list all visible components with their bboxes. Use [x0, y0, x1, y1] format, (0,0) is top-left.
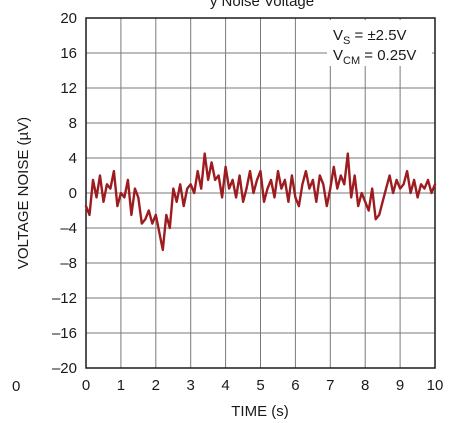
y-tick-label: 8	[69, 115, 77, 132]
x-tick-label: 8	[361, 377, 369, 394]
y-tick-label: –16	[52, 325, 77, 342]
x-tick-labels: 0 1 2 3 4 5 6 7 8 9 10	[82, 377, 444, 394]
y-tick-label: 12	[60, 80, 77, 97]
noise-trace-line	[84, 152, 437, 252]
x-tick-label: 3	[187, 377, 195, 394]
y-axis-label: VOLTAGE NOISE (µV)	[15, 117, 32, 269]
y-tick-label: –4	[60, 220, 77, 237]
x-tick-label: 7	[326, 377, 334, 394]
annotation-box	[327, 20, 432, 66]
y-tick-labels: 20 16 12 8 4 0 –4 –8 –12 –16 –20	[52, 10, 77, 377]
plot-frame	[85, 17, 436, 369]
page-title-fragment: y Noise Voltage	[210, 0, 314, 10]
annotation-vcm: VCM = 0.25V	[333, 47, 416, 67]
y-tick-label: –12	[52, 290, 77, 307]
grid	[86, 18, 435, 368]
x-tick-label: 2	[152, 377, 160, 394]
y-tick-label: 0	[69, 185, 77, 202]
y-tick-label: 4	[69, 150, 77, 167]
y-tick-label: –20	[52, 360, 77, 377]
x-tick-label: 6	[291, 377, 299, 394]
x-axis-label: TIME (s)	[231, 403, 289, 420]
x-tick-label: 9	[396, 377, 404, 394]
y-tick-label: –8	[60, 255, 77, 272]
x-tick-label: 10	[427, 377, 444, 394]
stray-left-label: 0	[12, 378, 20, 395]
noise-series	[84, 152, 437, 252]
x-tick-label: 1	[117, 377, 125, 394]
y-tick-label: 20	[60, 10, 77, 27]
x-tick-label: 5	[256, 377, 264, 394]
y-tick-label: 16	[60, 45, 77, 62]
x-tick-label: 0	[82, 377, 90, 394]
x-tick-label: 4	[221, 377, 229, 394]
annotation-vs: VS = ±2.5V	[333, 27, 407, 47]
